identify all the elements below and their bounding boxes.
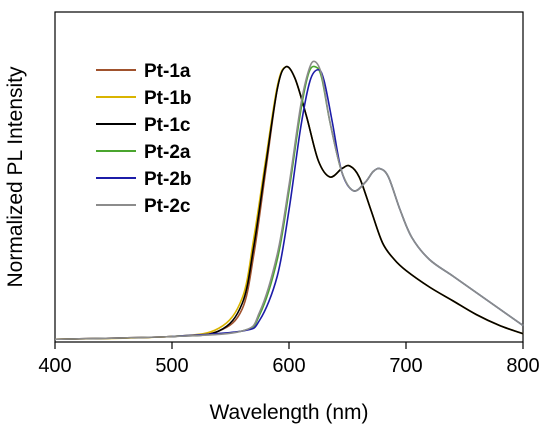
y-axis-title: Normalized PL Intensity xyxy=(4,66,27,287)
series-lines xyxy=(54,60,524,341)
x-axis-title: Wavelength (nm) xyxy=(209,401,368,424)
x-tick-label: 500 xyxy=(155,355,188,377)
legend-label-pt-2a: Pt-2a xyxy=(144,142,191,163)
legend-label-pt-1b: Pt-1b xyxy=(144,88,192,109)
series-line-pt-2c xyxy=(54,60,524,341)
legend-label-pt-2b: Pt-2b xyxy=(144,169,192,190)
x-axis-ticks: 400 500 600 700 800 xyxy=(38,342,540,377)
legend: Pt-1a Pt-1b Pt-1c Pt-2a Pt-2b Pt-2c xyxy=(96,61,192,217)
x-tick-label: 400 xyxy=(38,355,71,377)
series-line-pt-1a xyxy=(54,65,524,341)
series-line-pt-2a xyxy=(171,65,524,338)
series-line-pt-2b xyxy=(171,68,524,338)
legend-label-pt-1c: Pt-1c xyxy=(144,115,191,136)
x-tick-label: 700 xyxy=(389,355,422,377)
legend-label-pt-1a: Pt-1a xyxy=(144,61,191,82)
x-tick-label: 800 xyxy=(506,355,539,377)
x-tick-label: 600 xyxy=(272,355,305,377)
series-line-pt-1b xyxy=(54,65,524,341)
series-line-pt-1c xyxy=(54,65,524,341)
legend-label-pt-2c: Pt-2c xyxy=(144,196,191,217)
